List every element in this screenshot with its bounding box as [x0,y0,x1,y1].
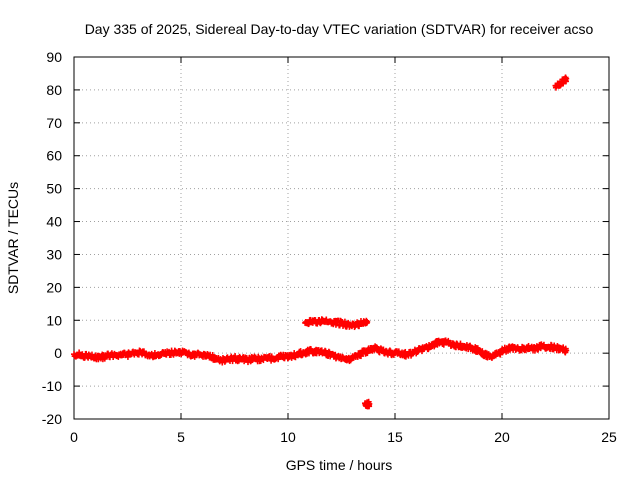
x-tick-label: 25 [601,429,617,445]
axis-ticks [73,56,610,420]
x-tick-label: 20 [494,429,510,445]
data-point-outlier-high [563,75,570,82]
y-tick-labels: -20 -10 0 10 20 30 40 50 60 70 80 90 [42,49,62,427]
x-tick-label: 10 [280,429,296,445]
y-tick-label: 40 [46,214,62,230]
y-tick-label: 0 [54,345,62,361]
y-tick-label: 10 [46,312,62,328]
x-tick-label: 5 [177,429,185,445]
y-tick-label: 70 [46,115,62,131]
grid-lines [74,57,609,419]
x-tick-labels: 0 5 10 15 20 25 [70,429,617,445]
data-point-upper-arc [364,318,371,325]
chart-title: Day 335 of 2025, Sidereal Day-to-day VTE… [85,21,594,37]
y-tick-label: 50 [46,181,62,197]
data-point-outlier-low [366,400,373,407]
y-tick-label: -20 [42,411,62,427]
x-tick-label: 0 [70,429,78,445]
data-points [71,74,570,410]
y-tick-label: 60 [46,148,62,164]
y-tick-label: 90 [46,49,62,65]
x-tick-label: 15 [387,429,403,445]
y-tick-label: 20 [46,279,62,295]
y-axis-label: SDTVAR / TECUs [5,182,21,294]
plot-frame [73,56,610,420]
y-tick-label: -10 [42,378,62,394]
y-tick-label: 80 [46,82,62,98]
x-axis-label: GPS time / hours [286,457,393,473]
y-tick-label: 30 [46,246,62,262]
data-point-main-track [563,347,570,354]
